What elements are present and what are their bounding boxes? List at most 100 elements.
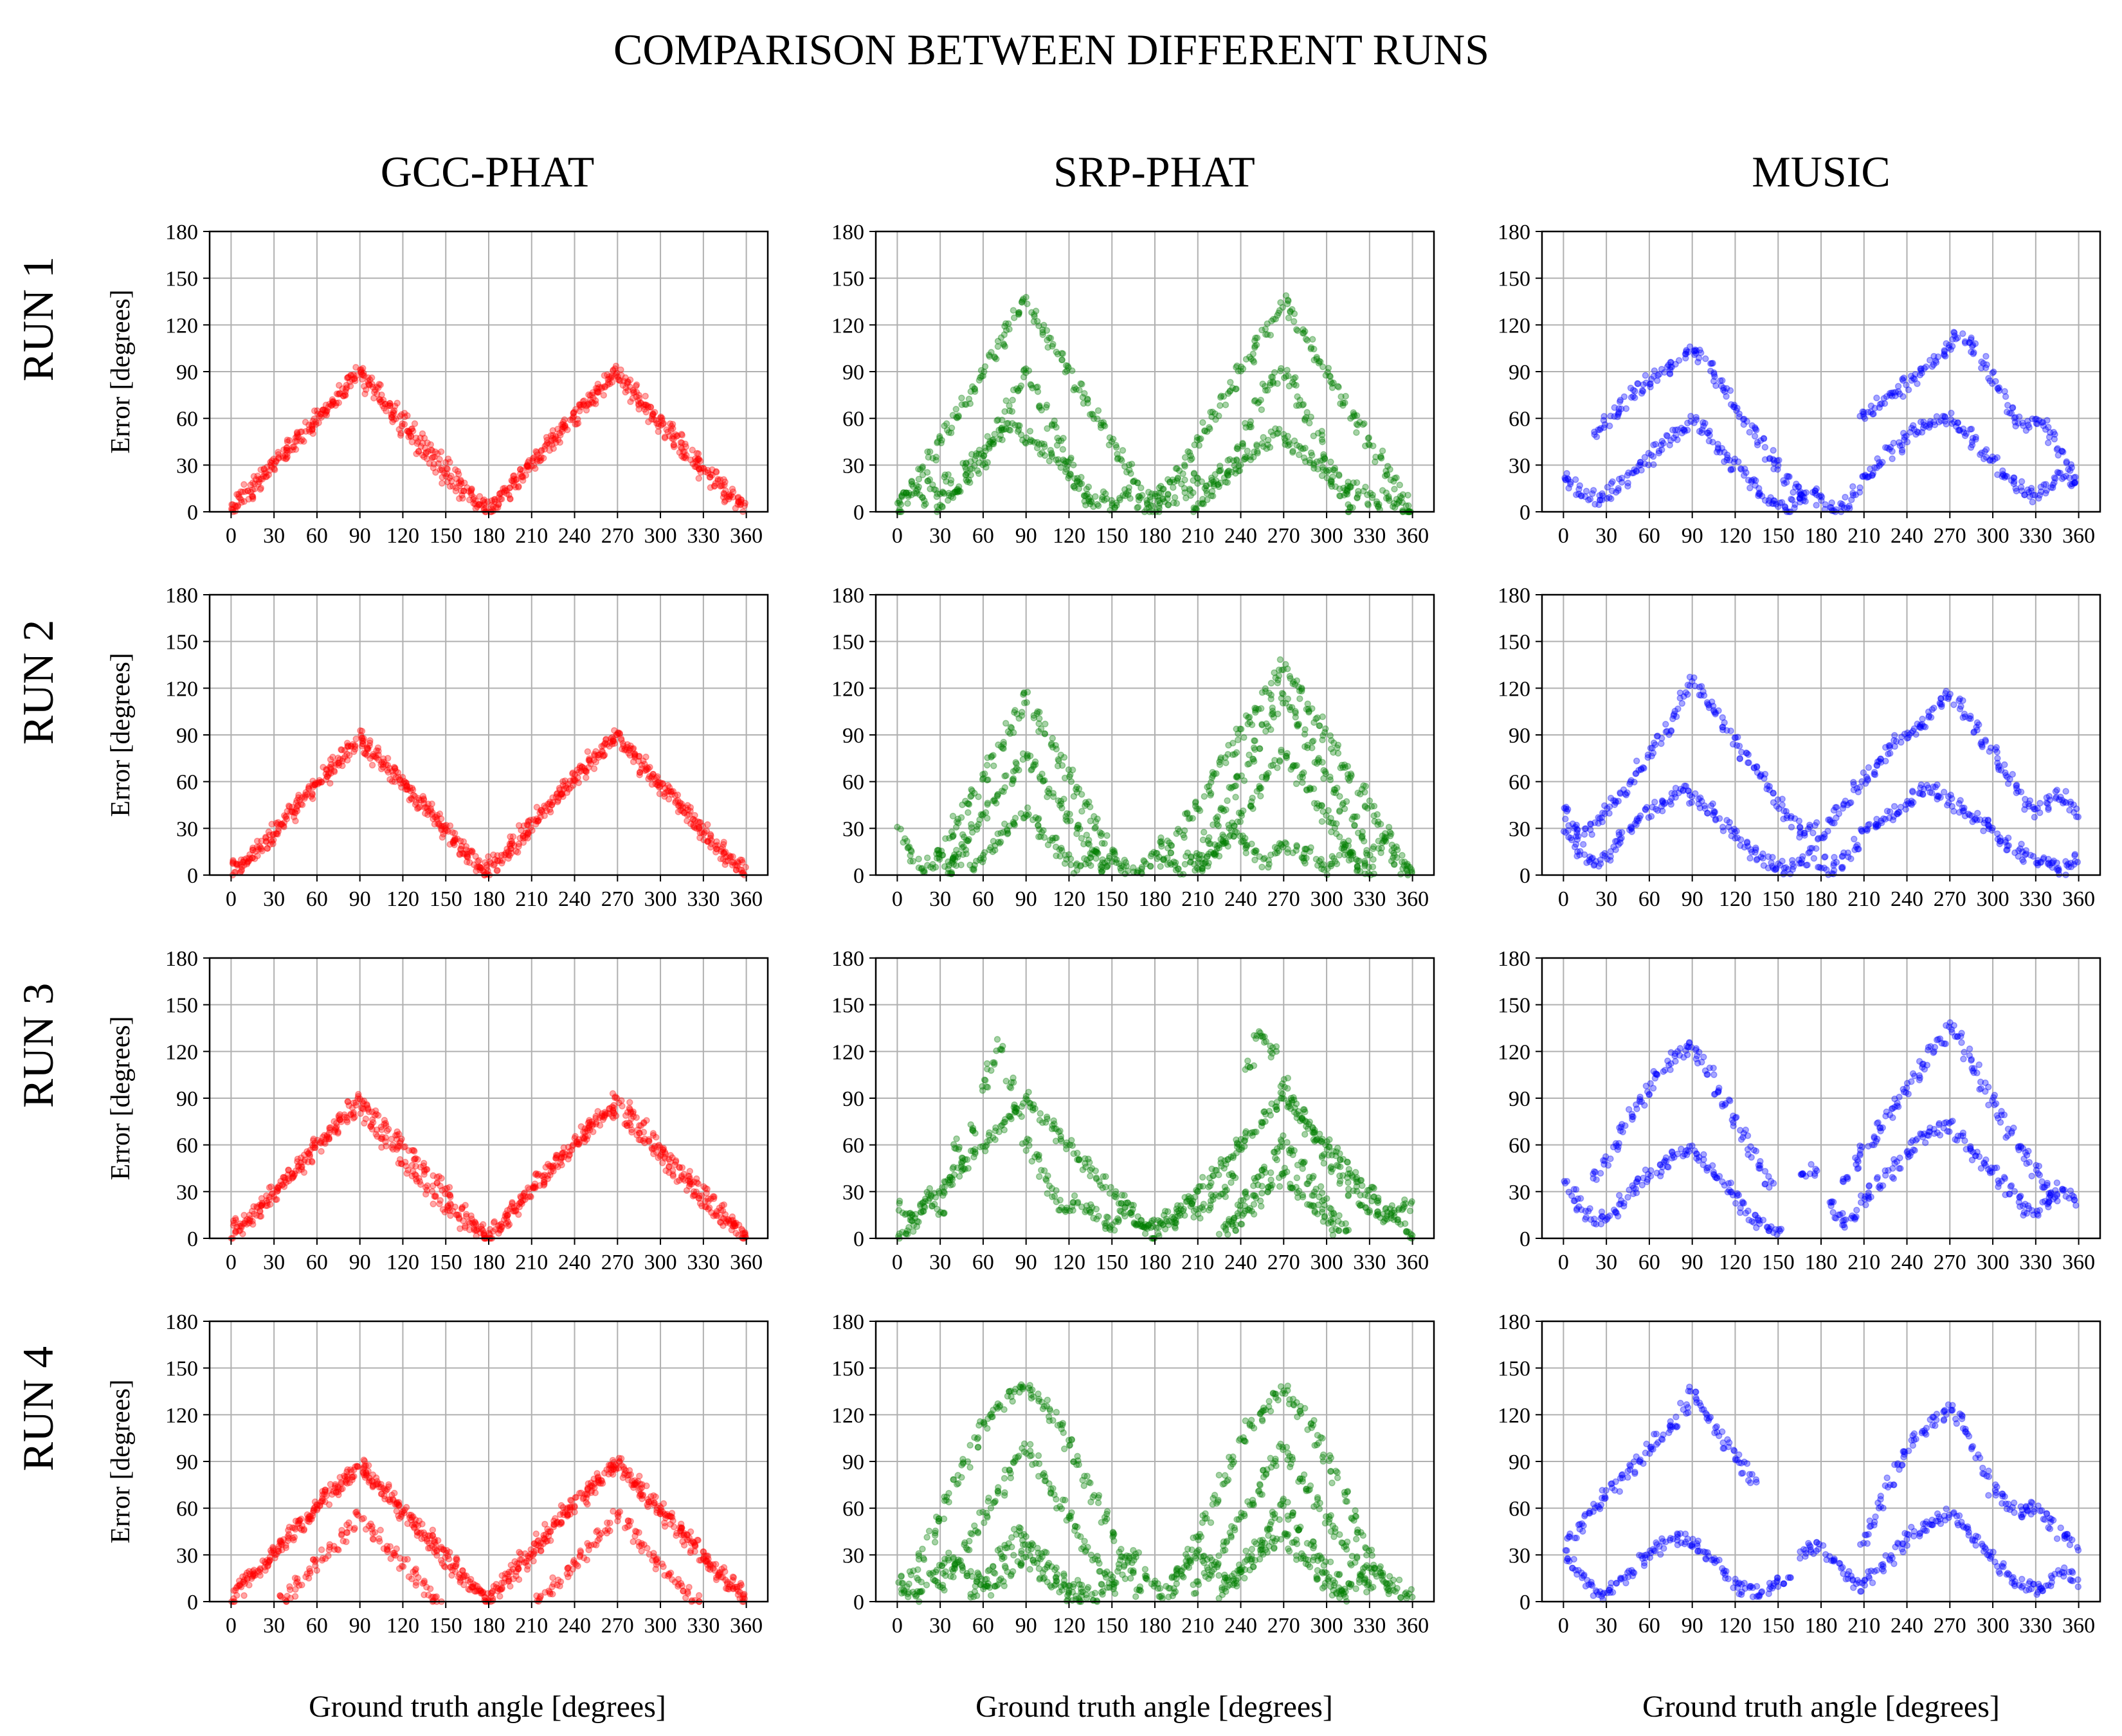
scatter-point	[519, 473, 527, 481]
scatter-point	[1289, 379, 1296, 386]
scatter-point	[2036, 799, 2044, 807]
scatter-point	[590, 400, 597, 407]
scatter-point	[250, 473, 258, 480]
scatter-point	[1109, 858, 1116, 865]
scatter-point	[595, 751, 603, 759]
scatter-point	[1314, 429, 1322, 437]
scatter-point	[1565, 833, 1572, 841]
scatter-point	[655, 420, 662, 428]
scatter-point	[687, 808, 694, 815]
scatter-point	[590, 394, 597, 401]
scatter-point	[1083, 831, 1091, 838]
scatter-point	[1642, 372, 1649, 379]
scatter-point	[401, 420, 408, 428]
scatter-point	[608, 374, 615, 381]
scatter-point	[632, 383, 640, 390]
scatter-point	[1783, 478, 1790, 486]
scatter-point	[428, 800, 435, 808]
scatter-point	[1616, 398, 1624, 406]
scatter-point	[428, 447, 436, 454]
scatter-point	[538, 446, 545, 454]
scatter-point	[1006, 730, 1014, 737]
scatter-point	[1257, 792, 1264, 800]
scatter-point	[741, 500, 749, 507]
scatter-point	[1639, 764, 1647, 772]
scatter-point	[1864, 827, 1871, 835]
figure-title: COMPARISON BETWEEN DIFFERENT RUNS	[613, 25, 1489, 74]
scatter-point	[358, 375, 366, 383]
scatter-point	[712, 468, 720, 475]
scatter-point	[233, 860, 240, 867]
scatter-point	[248, 493, 256, 500]
scatter-point	[952, 862, 960, 869]
scatter-point	[1138, 484, 1145, 492]
scatter-point	[1577, 847, 1584, 855]
scatter-point	[1788, 824, 1795, 831]
scatter-point	[1618, 478, 1626, 486]
y-tick-label: 90	[1509, 361, 1530, 384]
scatter-point	[282, 455, 289, 463]
scatter-point	[1850, 779, 1857, 786]
scatter-point	[343, 384, 350, 392]
scatter-point	[1232, 793, 1239, 801]
scatter-point	[666, 420, 674, 428]
scatter-point	[689, 446, 696, 454]
scatter-point	[990, 762, 997, 770]
scatter-point	[1644, 754, 1651, 761]
scatter-point	[941, 471, 949, 478]
x-tick-label: 360	[730, 524, 763, 548]
scatter-point	[1662, 728, 1670, 736]
scatter-point	[586, 401, 593, 408]
scatter-point	[327, 770, 334, 777]
scatter-point	[1092, 824, 1100, 831]
scatter-point	[1054, 763, 1062, 770]
scatter-point	[1147, 863, 1154, 870]
scatter-point	[329, 398, 336, 405]
scatter-point	[1240, 734, 1247, 741]
x-tick-label: 270	[1934, 524, 1966, 548]
y-tick-label: 30	[1509, 454, 1530, 478]
scatter-point	[736, 499, 743, 506]
x-tick-label: 240	[1224, 887, 1257, 911]
scatter-point	[651, 408, 658, 416]
scatter-point	[268, 457, 276, 464]
scatter-point	[932, 486, 939, 494]
scatter-point	[1298, 445, 1305, 452]
x-tick-label: 270	[601, 524, 634, 548]
scatter-point	[696, 457, 704, 465]
scatter-point	[1628, 393, 1635, 401]
scatter-point	[894, 824, 901, 831]
scatter-point	[1900, 377, 1907, 384]
scatter-point	[236, 494, 244, 502]
scatter-point	[1212, 477, 1220, 484]
scatter-point	[729, 485, 736, 493]
scatter-point	[720, 838, 727, 845]
x-tick-label: 210	[1181, 887, 1214, 911]
scatter-point	[1301, 726, 1309, 733]
scatter-point	[1024, 804, 1031, 811]
scatter-point	[525, 463, 532, 471]
scatter-point	[584, 401, 591, 408]
x-tick-label: 120	[1719, 524, 1752, 548]
scatter-point	[1689, 678, 1696, 685]
scatter-point	[309, 790, 316, 797]
scatter-point	[1730, 458, 1738, 466]
scatter-point	[926, 448, 934, 455]
scatter-point	[921, 502, 928, 509]
scatter-point	[1353, 420, 1361, 428]
scatter-point	[282, 452, 289, 459]
x-tick-label: 240	[1224, 524, 1257, 548]
scatter-point	[1234, 736, 1242, 744]
scatter-point	[1788, 495, 1795, 503]
scatter-point	[1195, 442, 1203, 449]
scatter-point	[980, 452, 988, 459]
scatter-point	[1309, 738, 1316, 746]
scatter-point	[306, 428, 313, 435]
scatter-point	[1030, 714, 1038, 721]
scatter-point	[523, 462, 531, 470]
scatter-point	[1056, 853, 1064, 860]
scatter-series-group	[228, 362, 749, 516]
scatter-point	[363, 752, 371, 759]
x-tick-label: 90	[349, 887, 371, 911]
scatter-point	[1736, 755, 1744, 762]
